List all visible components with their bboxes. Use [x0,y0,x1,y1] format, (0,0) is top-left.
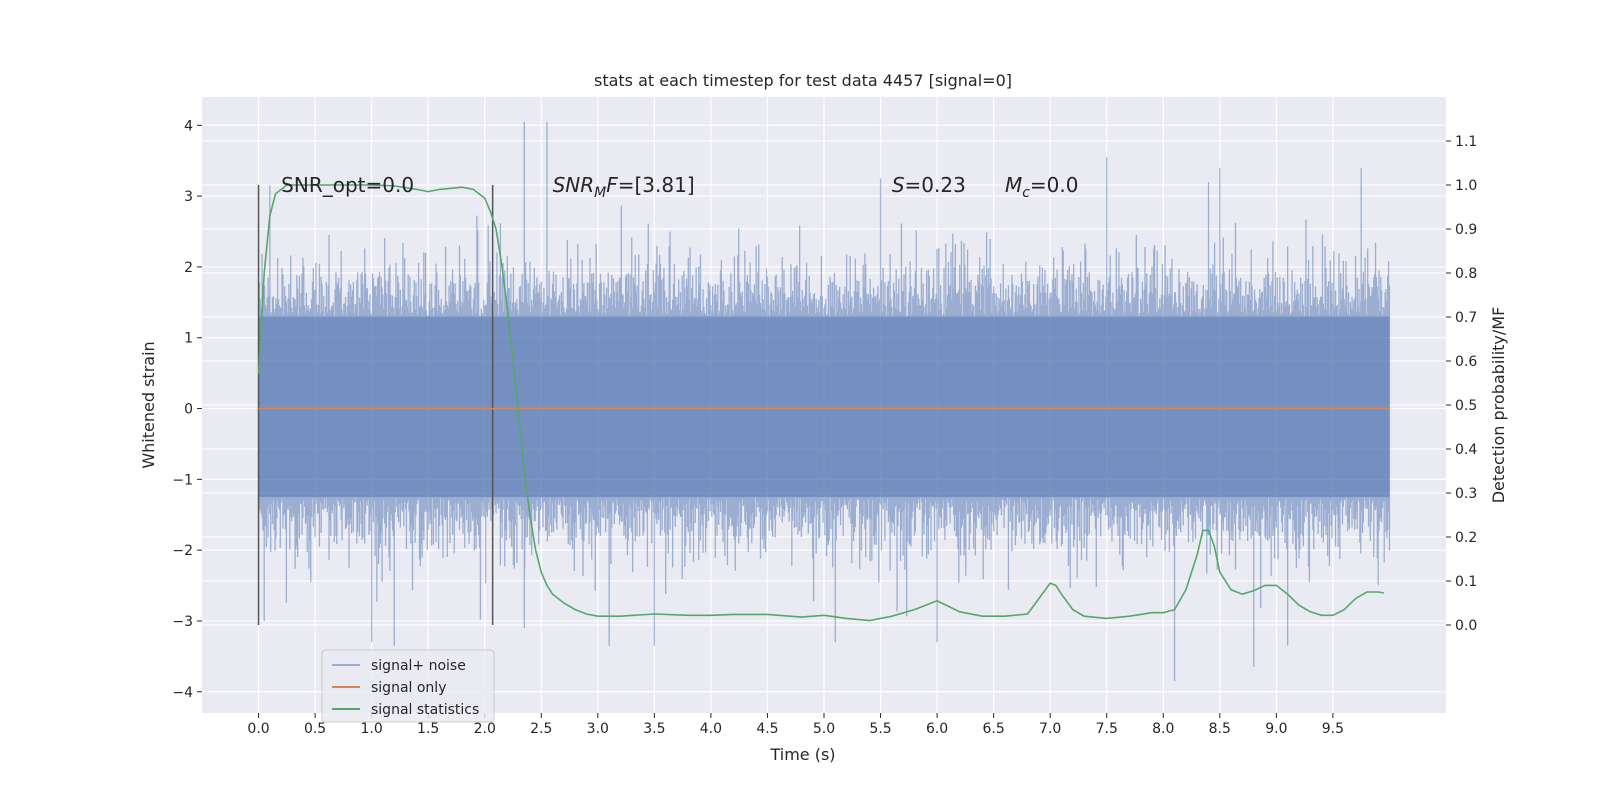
y-right-tick-label: 1.0 [1455,178,1477,194]
annotations: SNR_opt=0.0 SNRMF=[3.81] S=0.23 Mc=0.0 [281,173,1078,201]
annotation: SNRMF=[3.81] [553,173,695,201]
y-axis-label-left: Whitened strain [139,341,158,468]
y-right-tick-label: 0.9 [1455,222,1477,238]
annotation-part: c [1022,185,1030,201]
legend: signal+ noise signal only signal statistic… [321,649,495,723]
signal-statistics-line [257,184,1384,622]
y-right-tick-label: 0.2 [1455,530,1477,546]
y-left-tick-label: 2 [184,260,193,276]
x-tick-label: 2.0 [474,721,496,737]
x-tick-label: 7.0 [1039,721,1061,737]
y-right-tick-label: 1.1 [1455,134,1477,150]
chart-title: stats at each timestep for test data 445… [594,71,1012,90]
y-left-tick-label: −1 [172,472,193,488]
y-left-tick-label: −3 [172,614,193,630]
x-tick-label: 0.5 [304,721,326,737]
legend-label: signal only [371,680,446,696]
annotation-part: =0.0 [1030,173,1079,197]
annotation-part: M [1005,173,1022,197]
annotation-part: =[3.81] [618,173,695,197]
annotation: S=0.23 [892,173,966,197]
annotation-part: M [594,185,606,201]
x-tick-label: 7.5 [1096,721,1118,737]
vertical-markers [257,185,494,625]
legend-label: signal statistics [371,702,479,718]
x-tick-label: 2.5 [530,721,552,737]
signal-noise-series [257,121,1391,682]
y-right-tick-label: 0.8 [1455,266,1477,282]
x-tick-label: 6.5 [983,721,1005,737]
annotation-part: SNR [553,173,595,197]
tick-labels: 0.0 0.5 1.0 1.5 2.0 2.5 3.0 3.5 4.0 4.5 5.0 5.5 6.0 6… [172,118,1477,737]
legend-label: signal+ noise [371,658,466,674]
y-left-tick-label: 3 [184,189,193,205]
x-tick-label: 9.5 [1322,721,1344,737]
x-tick-label: 3.0 [587,721,609,737]
x-tick-label: 0.0 [247,721,269,737]
x-tick-label: 8.0 [1152,721,1174,737]
y-left-tick-label: 4 [184,118,193,134]
annotation-part: =0.23 [905,173,966,197]
x-tick-label: 4.5 [756,721,778,737]
annotation: SNR_opt=0.0 [281,173,414,197]
y-right-tick-label: 0.7 [1455,310,1477,326]
x-tick-label: 3.5 [643,721,665,737]
annotation: Mc=0.0 [1005,173,1079,201]
y-right-tick-label: 0.3 [1455,486,1477,502]
x-tick-label: 6.0 [926,721,948,737]
x-tick-label: 5.5 [869,721,891,737]
y-right-tick-label: 0.0 [1455,618,1477,634]
y-left-tick-label: 0 [184,402,193,418]
annotation-part: SNR_opt=0.0 [281,173,414,197]
y-right-tick-label: 0.5 [1455,398,1477,414]
y-axis-label-right: Detection probability/MF [1489,307,1508,504]
x-tick-label: 4.0 [700,721,722,737]
x-tick-label: 9.0 [1265,721,1287,737]
y-left-tick-label: −4 [172,685,193,701]
y-right-tick-label: 0.4 [1455,442,1477,458]
y-left-tick-label: 1 [184,331,193,347]
x-tick-label: 5.0 [813,721,835,737]
y-right-tick-label: 0.1 [1455,574,1477,590]
x-tick-label: 1.5 [417,721,439,737]
annotation-part: S [892,173,905,197]
legend-box [321,649,495,723]
y-left-tick-label: −2 [172,543,193,559]
annotation-part: F [606,173,618,197]
x-tick-label: 8.5 [1209,721,1231,737]
y-right-tick-label: 0.6 [1455,354,1477,370]
x-tick-label: 1.0 [361,721,383,737]
line-series [257,184,1390,622]
x-axis-label: Time (s) [769,745,835,764]
